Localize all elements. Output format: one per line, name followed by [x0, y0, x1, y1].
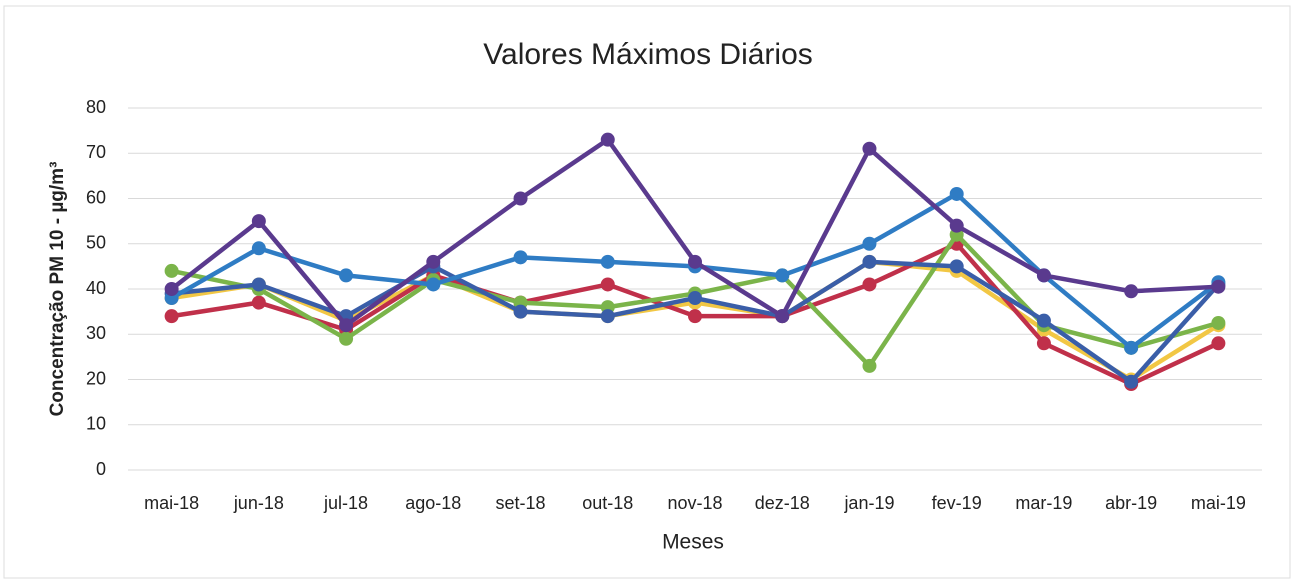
x-tick-label: jul-18 — [323, 493, 368, 513]
data-point — [1124, 284, 1139, 299]
data-point — [775, 309, 790, 324]
data-point — [1211, 336, 1226, 351]
data-point — [1036, 313, 1051, 328]
data-point — [513, 304, 528, 319]
data-point — [1124, 374, 1139, 389]
data-point — [949, 186, 964, 201]
x-tick-label: mai-18 — [144, 493, 199, 513]
x-tick-label: jan-19 — [843, 493, 894, 513]
data-point — [600, 254, 615, 269]
y-tick-label: 70 — [86, 142, 106, 162]
y-tick-label: 40 — [86, 278, 106, 298]
x-tick-label: dez-18 — [755, 493, 810, 513]
data-point — [862, 141, 877, 156]
x-axis-label: Meses — [662, 531, 724, 554]
data-point — [688, 254, 702, 269]
data-point — [339, 318, 354, 333]
data-point — [164, 263, 179, 278]
data-point — [949, 259, 964, 274]
x-tick-label: fev-19 — [932, 493, 982, 513]
data-point — [339, 331, 354, 346]
data-point — [513, 191, 528, 206]
y-tick-label: 60 — [86, 187, 106, 207]
data-point — [949, 218, 964, 233]
y-tick-label: 50 — [86, 233, 106, 253]
data-point — [426, 277, 441, 292]
data-point — [600, 132, 615, 147]
y-tick-label: 30 — [86, 323, 106, 343]
x-tick-label: mar-19 — [1015, 493, 1072, 513]
data-point — [688, 309, 702, 324]
y-tick-label: 20 — [86, 368, 106, 388]
data-point — [600, 309, 615, 324]
data-point — [251, 241, 266, 256]
data-point — [251, 295, 266, 310]
data-point — [1211, 279, 1226, 294]
data-point — [164, 282, 179, 296]
data-point — [1036, 336, 1051, 351]
data-point — [862, 358, 877, 373]
data-point — [1036, 268, 1051, 283]
data-point — [251, 214, 266, 229]
data-point — [339, 268, 354, 283]
y-tick-label: 10 — [86, 414, 106, 434]
data-point — [164, 309, 179, 324]
x-tick-label: nov-18 — [667, 493, 722, 513]
data-point — [688, 291, 702, 306]
data-point — [513, 250, 528, 265]
data-point — [775, 268, 790, 283]
data-point — [1211, 315, 1226, 330]
x-tick-label: out-18 — [582, 493, 633, 513]
x-tick-label: mai-19 — [1191, 493, 1246, 513]
x-tick-label: ago-18 — [405, 493, 461, 513]
x-tick-label: abr-19 — [1105, 493, 1157, 513]
x-tick-label: jun-18 — [233, 493, 284, 513]
x-tick-label: set-18 — [496, 493, 546, 513]
y-tick-label: 80 — [86, 97, 106, 117]
data-point — [862, 236, 877, 251]
data-point — [251, 277, 266, 292]
data-point — [600, 277, 615, 292]
data-point — [426, 254, 441, 269]
data-point — [1124, 340, 1139, 355]
y-axis-label: Concentração PM 10 - µg/m³ — [47, 162, 68, 417]
data-point — [862, 277, 877, 292]
data-point — [862, 254, 877, 269]
y-tick-label: 0 — [96, 459, 106, 479]
chart-title: Valores Máximos Diários — [483, 38, 813, 71]
